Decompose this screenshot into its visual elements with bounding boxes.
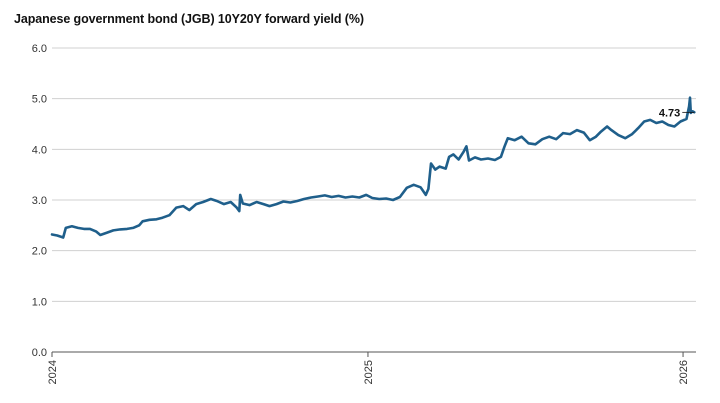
x-tick-label: 2025	[363, 360, 375, 384]
last-value-label: 4.73	[659, 107, 680, 119]
y-axis-tick-labels: 0.0 1.0 2.0 3.0 4.0 5.0 6.0	[32, 43, 47, 359]
y-tick-label: 3.0	[32, 195, 47, 207]
annotation-group: 4.73	[659, 107, 695, 119]
y-tick-label: 5.0	[32, 94, 47, 106]
x-tick-label: 2024	[47, 360, 59, 384]
series-line-0	[50, 96, 696, 239]
x-tick-label: 2026	[678, 360, 690, 384]
y-tick-label: 1.0	[32, 296, 47, 308]
series-group	[50, 96, 696, 239]
chart-title: Japanese government bond (JGB) 10Y20Y fo…	[14, 12, 364, 26]
y-tick-label: 2.0	[32, 246, 47, 258]
y-tick-label: 0.0	[32, 347, 47, 359]
y-tick-label: 4.0	[32, 144, 47, 156]
y-tick-label: 6.0	[32, 43, 47, 55]
gridlines	[52, 47, 696, 353]
x-axis-tick-labels: 2024 2025 2026	[47, 352, 690, 384]
